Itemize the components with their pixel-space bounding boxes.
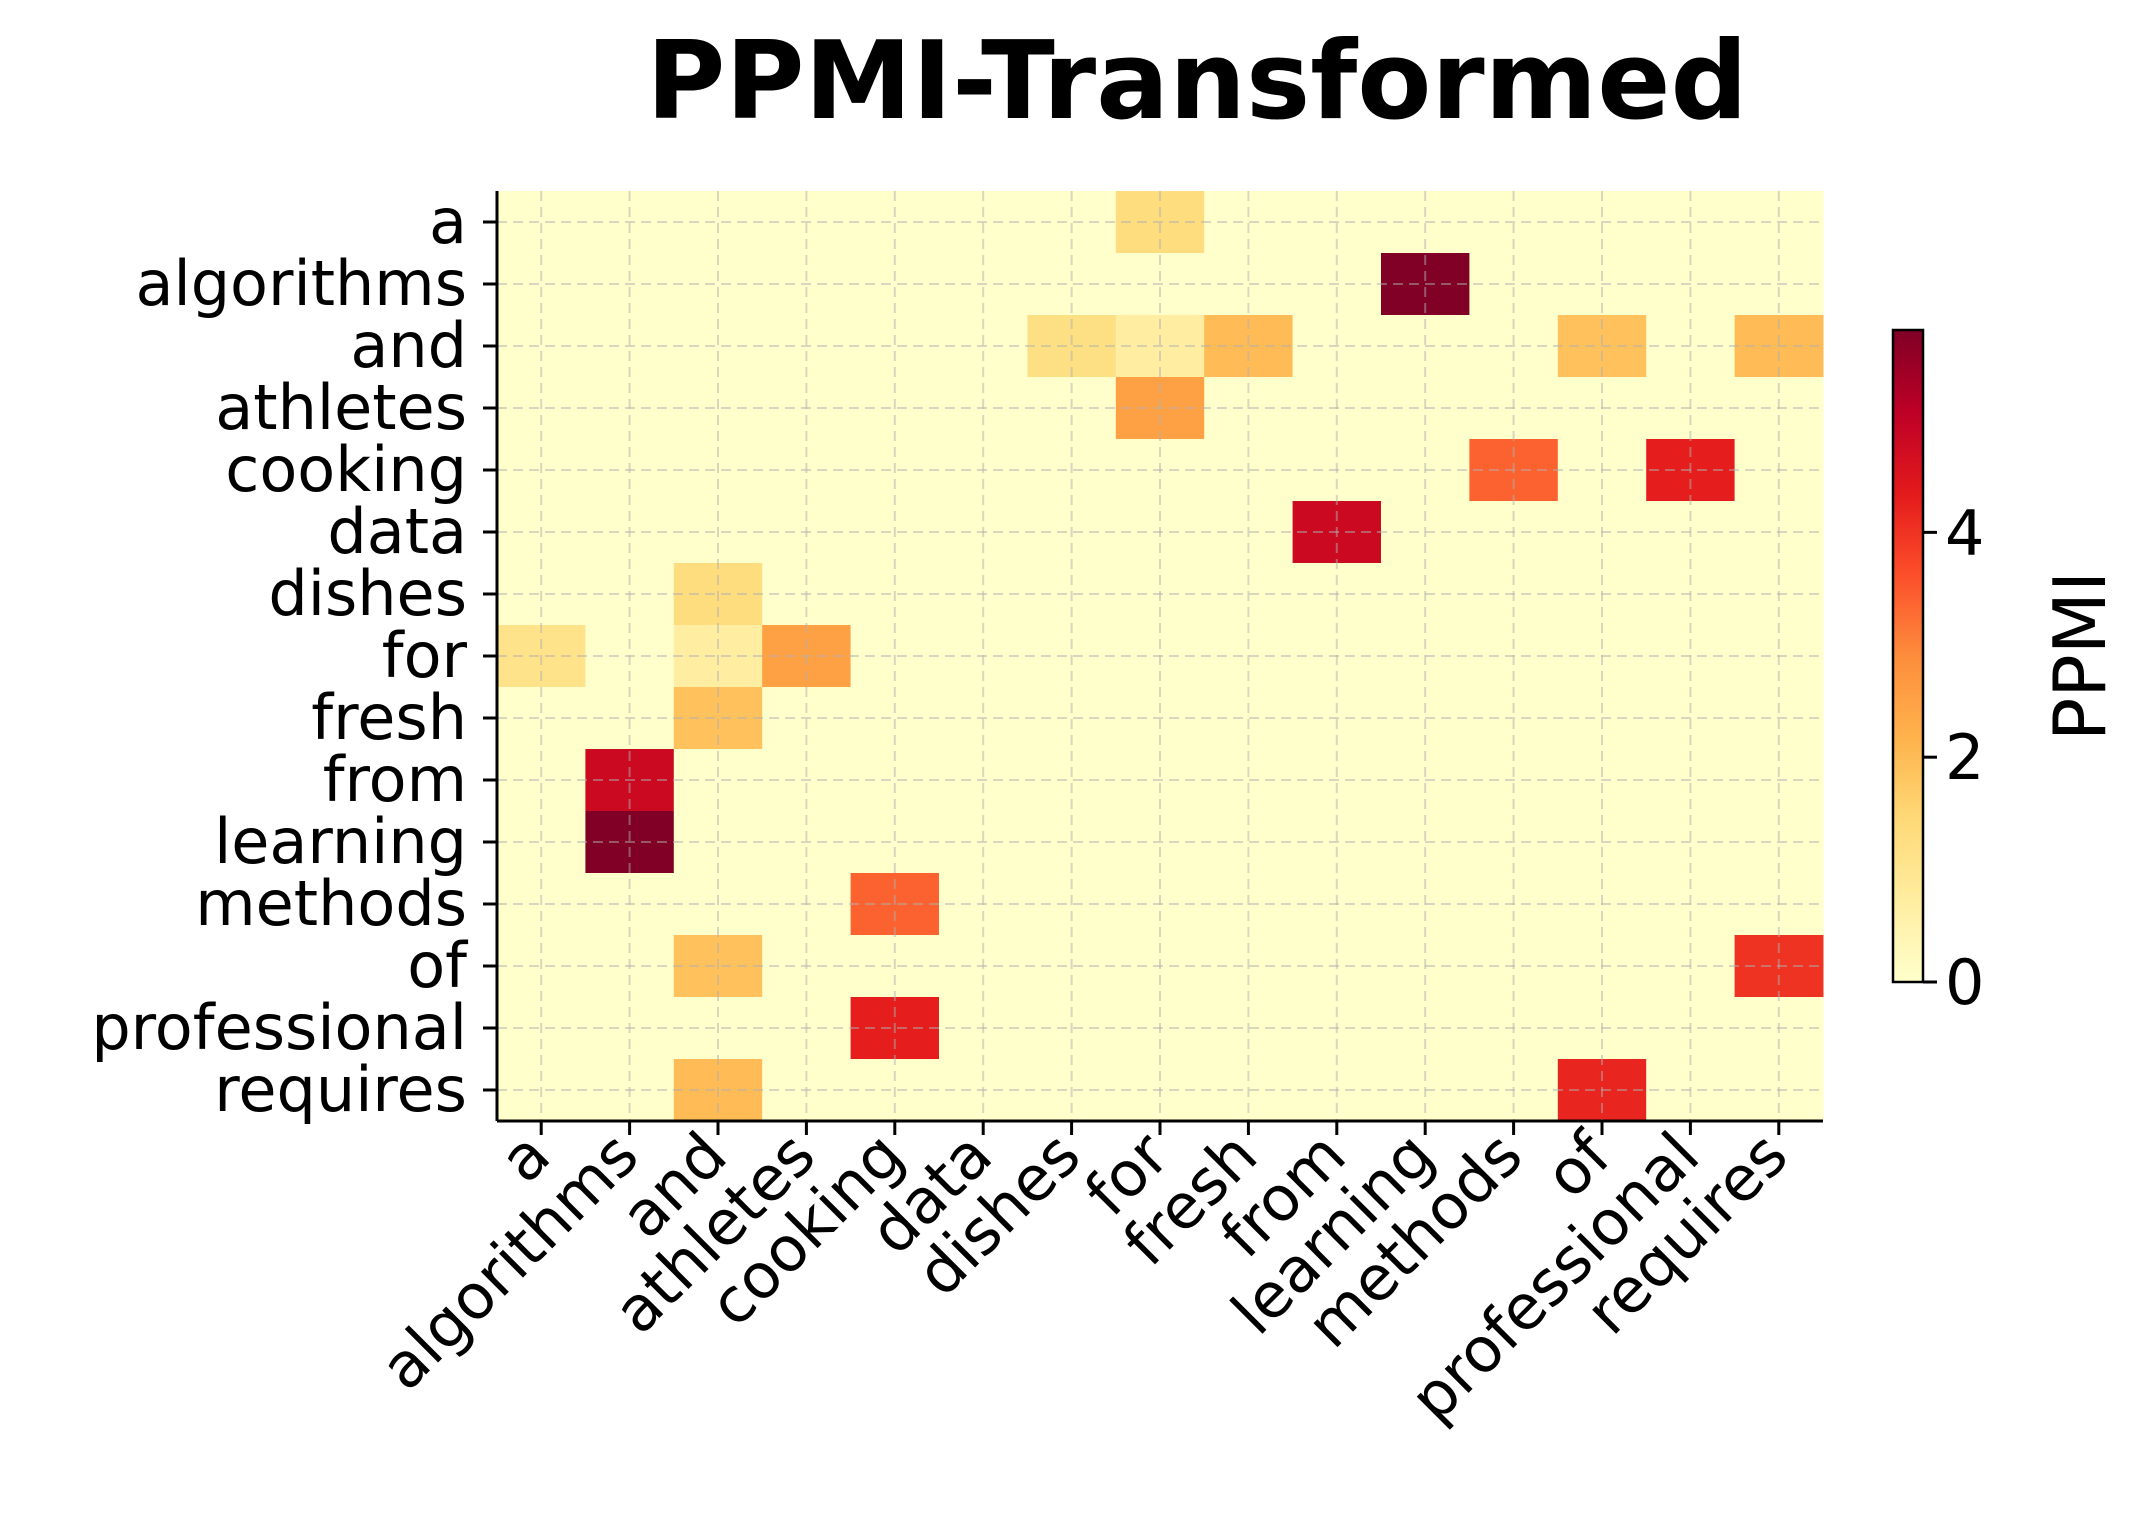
y-tick-label: athletes (215, 371, 467, 444)
colorbar-tick-label: 0 (1945, 946, 1984, 1019)
gridlines (497, 191, 1823, 1121)
y-tick-label: algorithms (135, 247, 467, 320)
x-axis: aalgorithmsandathletescookingdatadishesf… (366, 1116, 1801, 1435)
chart-title: PPMI-Transformed (646, 19, 1748, 144)
colorbar-label: PPMI (2038, 571, 2122, 741)
colorbar-tick-label: 4 (1945, 496, 1984, 569)
y-axis: aalgorithmsandathletescookingdatadishesf… (91, 185, 497, 1126)
colorbar-gradient (1891, 328, 1925, 984)
y-tick-label: dishes (268, 557, 467, 630)
colorbar: 0 2 4 PPMI (1891, 328, 2122, 1019)
y-tick-label: methods (195, 867, 467, 940)
y-tick-label: a (429, 185, 467, 258)
colorbar-tick-label: 2 (1945, 721, 1984, 794)
y-tick-label: data (327, 495, 467, 568)
y-tick-label: cooking (225, 433, 467, 506)
y-tick-label: and (350, 309, 467, 382)
y-tick-label: of (407, 929, 469, 1002)
y-tick-label: from (323, 743, 467, 816)
y-tick-label: fresh (311, 681, 467, 754)
y-tick-label: professional (91, 991, 467, 1064)
y-tick-label: learning (214, 805, 467, 878)
y-tick-label: requires (214, 1053, 467, 1126)
y-tick-label: for (382, 619, 468, 692)
